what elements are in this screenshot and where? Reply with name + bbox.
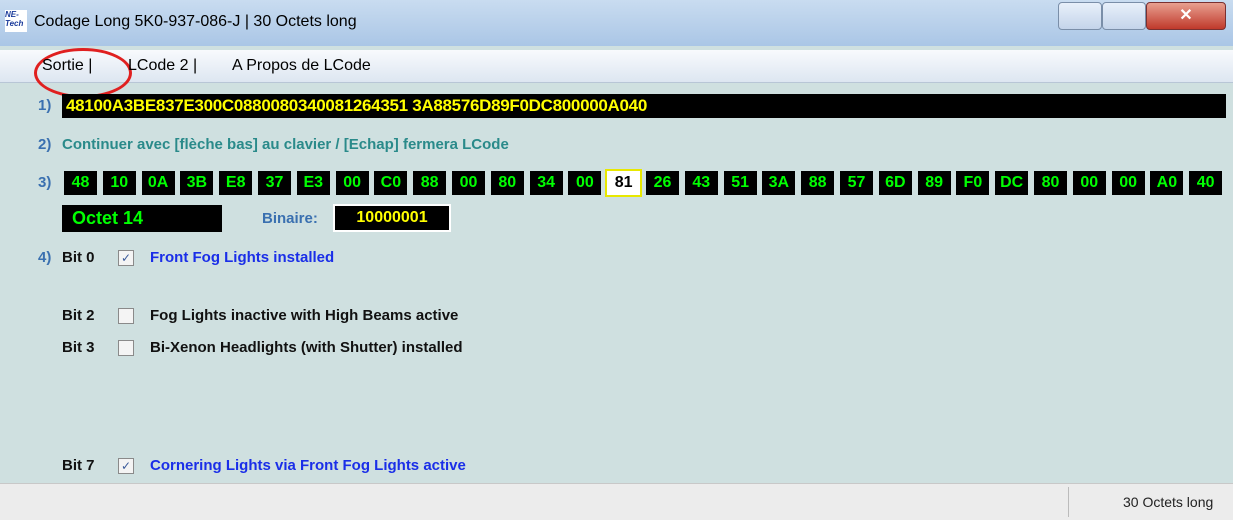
byte-cell[interactable]: 00 <box>1073 171 1106 195</box>
bit-description: Cornering Lights via Front Fog Lights ac… <box>150 457 466 474</box>
menu-item[interactable]: LCode 2 | <box>128 57 197 75</box>
byte-cell[interactable]: 00 <box>336 171 369 195</box>
byte-cell[interactable]: 34 <box>530 171 563 195</box>
checkbox[interactable] <box>118 340 134 356</box>
byte-cell[interactable]: 00 <box>1112 171 1145 195</box>
code-field[interactable]: 48100A3BE837E300C0880080340081264351 3A8… <box>62 94 1226 118</box>
binary-value: 10000001 <box>335 206 449 230</box>
status-separator <box>1068 487 1069 517</box>
byte-cell[interactable]: 81 <box>607 171 640 195</box>
app-window: NE- Tech Codage Long 5K0-937-086-J | 30 … <box>0 0 1233 520</box>
byte-cell[interactable]: C0 <box>374 171 407 195</box>
close-button[interactable]: ✕ <box>1146 2 1226 30</box>
bit-description: Bi-Xenon Headlights (with Shutter) insta… <box>150 339 463 356</box>
menu-item[interactable]: Sortie | <box>42 57 92 75</box>
status-bar <box>0 483 1233 520</box>
icon-text: NE- <box>5 10 27 19</box>
byte-cell[interactable]: 40 <box>1189 171 1222 195</box>
byte-cell[interactable]: 00 <box>568 171 601 195</box>
byte-cell[interactable]: 48 <box>64 171 97 195</box>
byte-cell[interactable]: 88 <box>413 171 446 195</box>
bit-label: Bit 3 <box>62 339 95 356</box>
byte-cell[interactable]: 89 <box>918 171 951 195</box>
row-number: 1) <box>38 97 51 114</box>
bit-description: Front Fog Lights installed <box>150 249 334 266</box>
byte-cell[interactable]: E3 <box>297 171 330 195</box>
byte-cell[interactable]: 80 <box>1034 171 1067 195</box>
octet-label: Octet 14 <box>62 205 222 232</box>
bit-label: Bit 0 <box>62 249 95 266</box>
row-number: 4) <box>38 249 51 266</box>
byte-cell[interactable]: 57 <box>840 171 873 195</box>
byte-cell[interactable]: DC <box>995 171 1028 195</box>
byte-cell[interactable]: E8 <box>219 171 252 195</box>
maximize-button[interactable] <box>1102 2 1146 30</box>
minimize-button[interactable] <box>1058 2 1102 30</box>
icon-text: Tech <box>5 19 27 28</box>
byte-cell[interactable]: 88 <box>801 171 834 195</box>
byte-cell[interactable]: 80 <box>491 171 524 195</box>
byte-cell[interactable]: 6D <box>879 171 912 195</box>
checkbox[interactable] <box>118 308 134 324</box>
byte-cell[interactable]: 37 <box>258 171 291 195</box>
byte-cell[interactable]: 43 <box>685 171 718 195</box>
window-title: Codage Long 5K0-937-086-J | 30 Octets lo… <box>34 13 357 31</box>
bit-label: Bit 2 <box>62 307 95 324</box>
byte-cell[interactable]: A0 <box>1150 171 1183 195</box>
byte-cell[interactable]: 51 <box>724 171 757 195</box>
byte-cell[interactable]: 0A <box>142 171 175 195</box>
checkbox[interactable]: ✓ <box>118 458 134 474</box>
status-text: 30 Octets long <box>1123 494 1213 510</box>
app-icon: NE- Tech <box>5 10 27 32</box>
byte-cell[interactable]: 3A <box>762 171 795 195</box>
byte-cell[interactable]: F0 <box>956 171 989 195</box>
instruction-text: Continuer avec [flèche bas] au clavier /… <box>62 136 509 153</box>
checkbox[interactable]: ✓ <box>118 250 134 266</box>
row-number: 3) <box>38 174 51 191</box>
row-number: 2) <box>38 136 51 153</box>
bit-description: Fog Lights inactive with High Beams acti… <box>150 307 458 324</box>
byte-cell[interactable]: 26 <box>646 171 679 195</box>
byte-cell[interactable]: 10 <box>103 171 136 195</box>
binary-label: Binaire: <box>262 210 318 227</box>
menu-item[interactable]: A Propos de LCode <box>232 57 371 75</box>
byte-cell[interactable]: 00 <box>452 171 485 195</box>
byte-cell[interactable]: 3B <box>180 171 213 195</box>
bit-label: Bit 7 <box>62 457 95 474</box>
